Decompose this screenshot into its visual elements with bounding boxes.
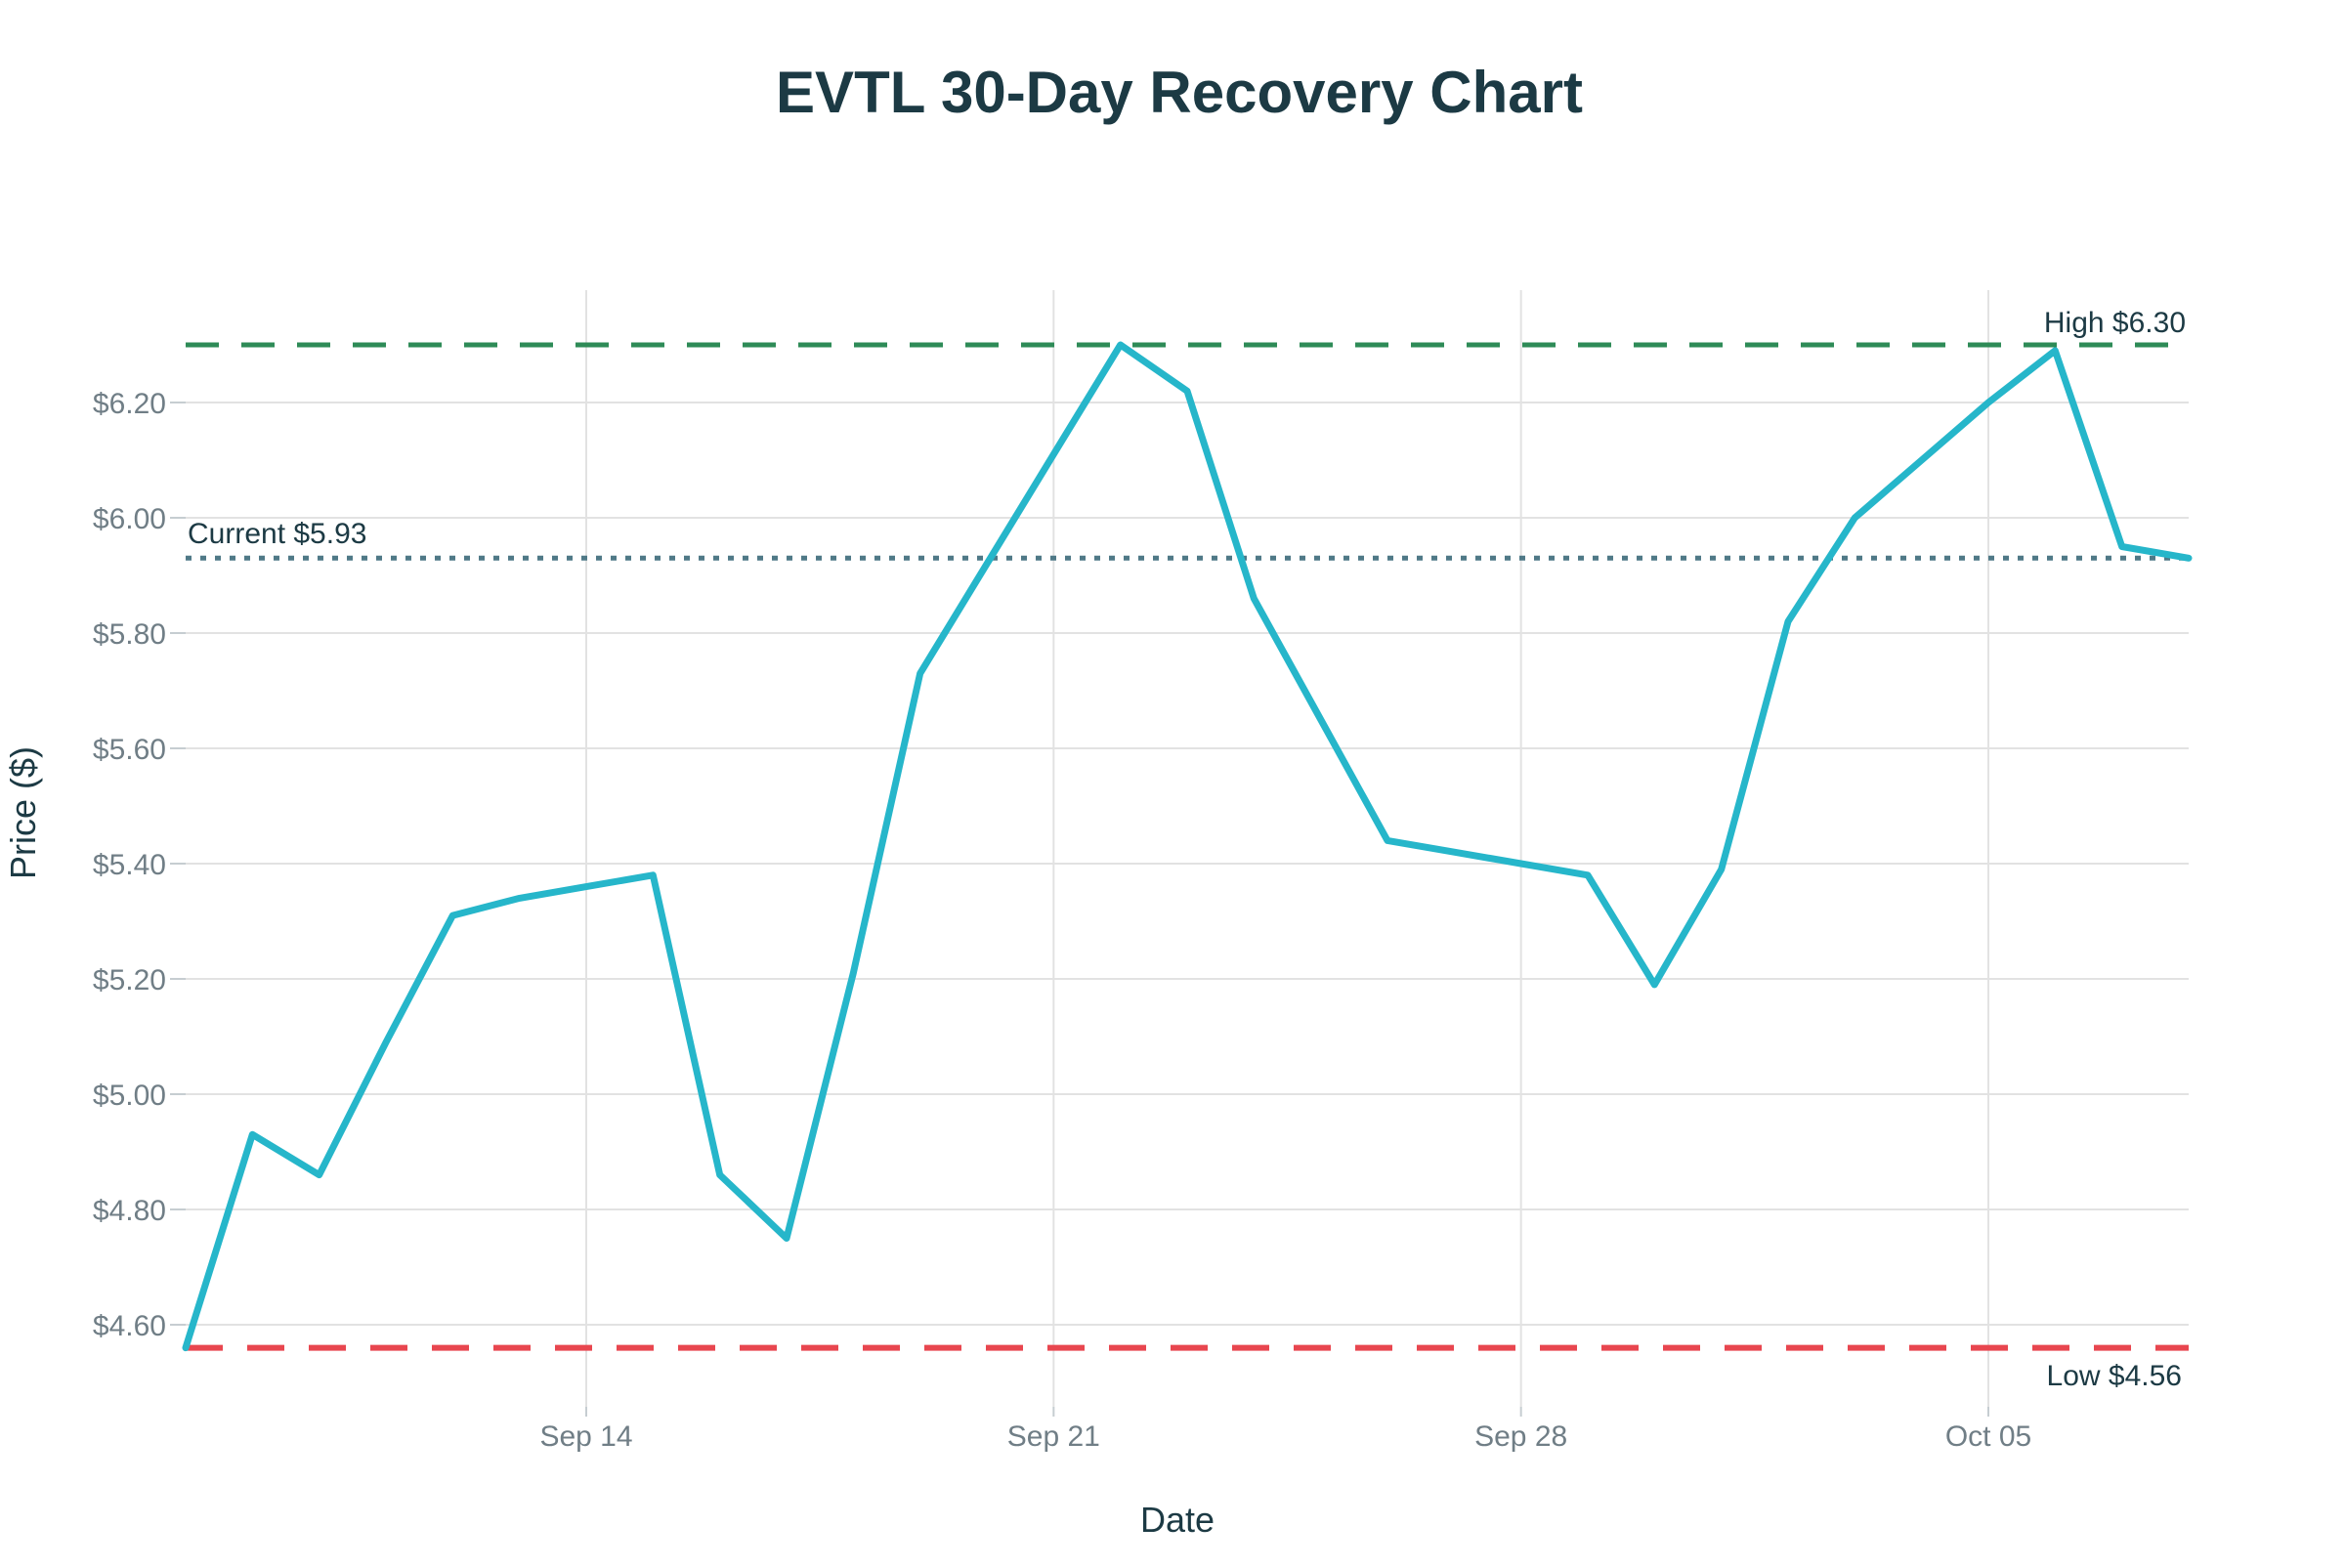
high-annotation-label: High $6.30	[2044, 307, 2186, 339]
x-tick-label: Sep 21	[1007, 1420, 1100, 1453]
current-annotation-label: Current $5.93	[188, 518, 366, 550]
x-tick-label: Sep 14	[539, 1420, 632, 1453]
y-tick-label: $6.20	[93, 388, 166, 420]
price-line	[182, 341, 2193, 1352]
chart-title: EVTL 30-Day Recovery Chart	[776, 60, 1583, 125]
y-tick-label: $5.80	[93, 618, 166, 651]
y-tick-label: $4.80	[93, 1195, 166, 1227]
y-tick-label: $4.60	[93, 1310, 166, 1342]
price-series-layer	[182, 341, 2193, 1352]
x-tick-label: Sep 28	[1474, 1420, 1567, 1453]
y-tick-label: $5.40	[93, 849, 166, 881]
y-tick-label: $6.00	[93, 503, 166, 535]
y-tick-label: $5.00	[93, 1080, 166, 1112]
reference-lines-layer	[186, 342, 2189, 1351]
x-tick-label: Oct 05	[1945, 1420, 2031, 1453]
grid-layer	[170, 290, 2189, 1417]
tick-label-layer: $4.60 $4.80 $5.00 $5.20 $5.40 $5.60 $5.80 $6.00…	[93, 388, 2031, 1453]
y-tick-label: $5.20	[93, 964, 166, 996]
y-axis-title: Price ($)	[3, 746, 43, 879]
y-tick-label: $5.60	[93, 734, 166, 766]
low-annotation-label: Low $4.56	[2047, 1360, 2182, 1392]
x-axis-title: Date	[1140, 1500, 1215, 1540]
